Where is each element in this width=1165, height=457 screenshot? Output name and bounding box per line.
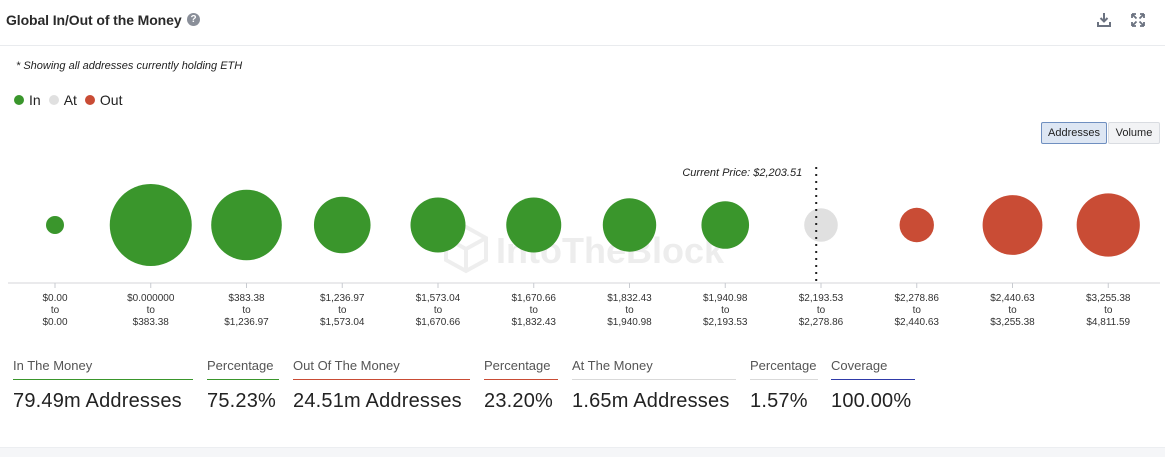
tick-label-high: $1,940.98 <box>607 317 652 328</box>
tick-label-to: to <box>817 305 826 316</box>
stat-label: Percentage <box>207 358 274 373</box>
legend-label-out: Out <box>99 92 123 108</box>
tick-label-low: $383.38 <box>228 293 265 304</box>
bubble-in-4[interactable] <box>410 197 466 253</box>
tick-label-high: $3,255.38 <box>990 317 1035 328</box>
tick-label-high: $2,193.53 <box>703 317 748 328</box>
tick-label-low: $3,255.38 <box>1086 293 1131 304</box>
bubble-in-0[interactable] <box>46 216 64 234</box>
chart-legend: In At Out <box>14 92 131 108</box>
stat-label: Percentage <box>750 358 817 373</box>
bubble-out-9[interactable] <box>899 207 934 243</box>
stat-3: Percentage 23.20% <box>484 358 558 413</box>
stat-label: Out Of The Money <box>293 358 400 373</box>
tick-label-to: to <box>147 305 156 316</box>
bubble-out-10[interactable] <box>982 195 1043 255</box>
stat-label: Coverage <box>831 358 888 373</box>
legend-dot-out-icon <box>84 95 95 105</box>
holding-note: * Showing all addresses currently holdin… <box>16 60 243 72</box>
stat-5: Percentage 1.57% <box>750 358 818 413</box>
legend-dot-in-icon <box>14 95 24 105</box>
tick-label-low: $1,236.97 <box>320 293 365 304</box>
tick-label-low: $1,940.98 <box>703 293 748 304</box>
stat-value: 1.65m Addresses <box>572 390 730 412</box>
stat-value: 79.49m Addresses <box>13 390 182 412</box>
stat-2: Out Of The Money 24.51m Addresses <box>293 358 470 413</box>
legend-item-at[interactable]: At <box>48 92 77 108</box>
stat-label: Percentage <box>484 358 551 373</box>
tick-label-low: $2,440.63 <box>990 293 1035 304</box>
header: Global In/Out of the Money ? <box>0 0 1165 46</box>
bubble-chart: IntoTheBlock Current Price: $2,203.51 $0… <box>8 167 1160 328</box>
tick-label-to: to <box>434 305 443 316</box>
stat-6: Coverage 100.00% <box>831 358 915 413</box>
download-icon[interactable] <box>1095 11 1113 29</box>
bubble-in-6[interactable] <box>602 198 657 252</box>
legend-label-at: At <box>63 92 77 108</box>
stat-value: 100.00% <box>831 390 912 412</box>
stat-underline <box>293 379 470 380</box>
bubble-out-11[interactable] <box>1076 193 1140 257</box>
legend-label-in: In <box>29 92 41 108</box>
tick-label-to: to <box>530 305 539 316</box>
tick-label-low: $1,670.66 <box>512 293 557 304</box>
tick-label-to: to <box>1104 305 1113 316</box>
stat-value: 1.57% <box>750 390 808 412</box>
legend-item-out[interactable]: Out <box>84 92 123 108</box>
stat-label: In The Money <box>13 358 93 373</box>
summary-stats: In The Money 79.49m Addresses Percentage 75… <box>0 358 1165 428</box>
stat-value: 75.23% <box>207 390 277 412</box>
stat-label: At The Money <box>572 358 653 373</box>
tick-label-low: $0.00 <box>42 293 67 304</box>
legend-dot-at-icon <box>48 95 59 105</box>
stat-underline <box>572 379 736 380</box>
bubble-in-5[interactable] <box>506 197 562 253</box>
stat-underline <box>207 379 279 380</box>
tick-label-to: to <box>51 305 60 316</box>
tick-label-low: $2,278.86 <box>895 293 940 304</box>
tick-label-to: to <box>721 305 730 316</box>
tick-label-high: $0.00 <box>42 317 67 328</box>
tick-label-low: $1,832.43 <box>607 293 652 304</box>
tick-label-high: $1,670.66 <box>416 317 461 328</box>
fullscreen-icon[interactable] <box>1129 11 1147 29</box>
stat-underline <box>750 379 818 380</box>
bubble-in-7[interactable] <box>701 201 750 249</box>
tick-label-high: $1,573.04 <box>320 317 365 328</box>
tick-label-high: $1,832.43 <box>512 317 557 328</box>
tick-label-high: $2,440.63 <box>895 317 940 328</box>
tick-label-low: $1,573.04 <box>416 293 461 304</box>
stat-value: 23.20% <box>484 390 554 412</box>
stat-4: At The Money 1.65m Addresses <box>572 358 736 413</box>
tick-label-to: to <box>913 305 922 316</box>
stat-underline <box>13 379 193 380</box>
bubble-in-1[interactable] <box>109 184 192 266</box>
current-price-label: Current Price: $2,203.51 <box>682 167 802 179</box>
tick-label-low: $2,193.53 <box>799 293 844 304</box>
watermark: IntoTheBlock <box>444 224 725 274</box>
stat-underline <box>484 379 558 380</box>
volume-toggle-button[interactable]: Volume <box>1108 122 1160 144</box>
stat-value: 24.51m Addresses <box>293 390 462 412</box>
bubble-in-3[interactable] <box>313 196 371 254</box>
tick-label-to: to <box>625 305 634 316</box>
tick-label-low: $0.000000 <box>127 293 175 304</box>
stat-underline <box>831 379 915 380</box>
bubble-in-2[interactable] <box>211 189 282 261</box>
addresses-toggle-button[interactable]: Addresses <box>1041 122 1107 144</box>
footer-strip <box>0 447 1165 457</box>
stat-1: Percentage 75.23% <box>207 358 279 413</box>
tick-label-high: $383.38 <box>133 317 170 328</box>
tick-label-to: to <box>338 305 347 316</box>
tick-label-high: $1,236.97 <box>224 317 269 328</box>
tick-label-to: to <box>1008 305 1017 316</box>
tick-label-high: $2,278.86 <box>799 317 844 328</box>
page-title: Global In/Out of the Money <box>6 12 182 28</box>
tick-label-to: to <box>242 305 251 316</box>
bubble-at-8[interactable] <box>804 208 838 242</box>
stat-0: In The Money 79.49m Addresses <box>13 358 193 413</box>
tick-label-high: $4,811.59 <box>1086 317 1130 328</box>
legend-item-in[interactable]: In <box>14 92 41 108</box>
help-icon[interactable]: ? <box>187 13 200 26</box>
